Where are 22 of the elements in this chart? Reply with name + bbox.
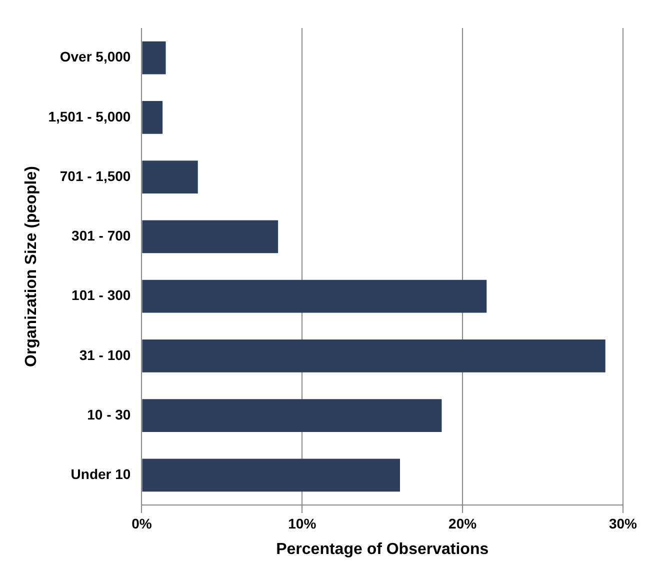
x-axis-title: Percentage of Observations — [276, 540, 489, 558]
bar — [142, 399, 442, 432]
y-axis-title: Organization Size (people) — [23, 166, 40, 367]
y-tick-label: Under 10 — [70, 466, 131, 482]
y-tick-label: 10 - 30 — [87, 406, 131, 422]
bar — [142, 41, 166, 74]
y-tick-label: 701 - 1,500 — [60, 168, 131, 184]
x-tick-label: 30% — [608, 515, 638, 532]
bar — [142, 340, 606, 372]
bar — [142, 280, 487, 313]
bar — [142, 101, 163, 134]
y-tick-label: 31 - 100 — [79, 346, 131, 363]
y-tick-label: Over 5,000 — [60, 48, 131, 65]
x-tick-label: 0% — [132, 515, 152, 532]
bar — [142, 220, 278, 254]
bar — [142, 160, 198, 194]
y-tick-label: 301 - 700 — [72, 228, 131, 244]
x-tick-label: 20% — [448, 515, 478, 532]
x-tick-label: 10% — [288, 515, 317, 532]
y-tick-label: 1,501 - 5,000 — [48, 108, 131, 124]
y-tick-label: 101 - 300 — [72, 287, 131, 304]
bar — [142, 458, 400, 492]
